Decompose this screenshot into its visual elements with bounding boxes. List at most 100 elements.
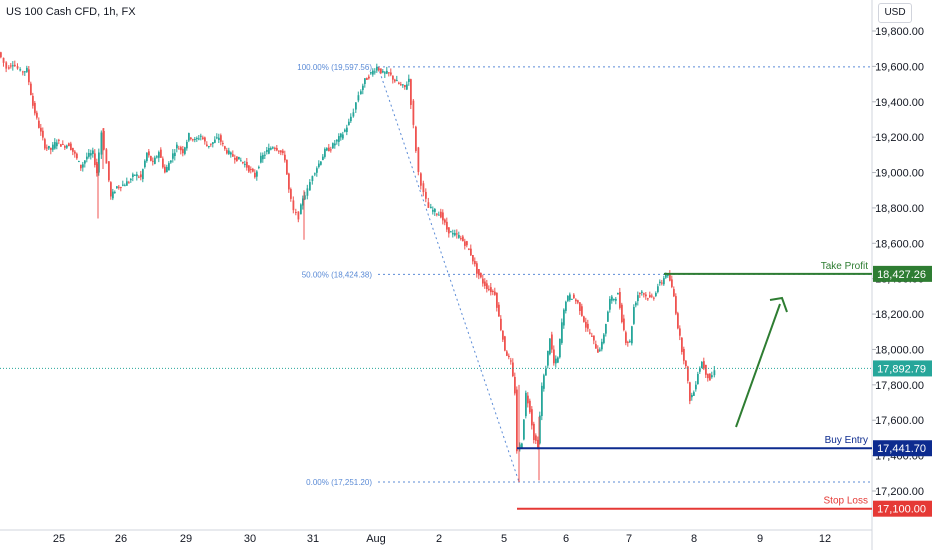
y-tick-label: 18,800.00 (875, 203, 924, 215)
candle-body (430, 206, 432, 209)
level-price-label: 17,441.70 (877, 443, 926, 455)
candle-body (268, 148, 270, 154)
level-price-label: 18,427.26 (877, 269, 926, 281)
candle-body (579, 302, 581, 311)
candle-body (272, 147, 274, 149)
candle-body (460, 238, 462, 240)
candle-body (86, 156, 88, 160)
candle-body (492, 290, 494, 292)
candle-body (76, 153, 78, 159)
candle-body (454, 233, 456, 236)
level-label-stop-loss: Stop Loss (824, 496, 868, 507)
candle-body (206, 144, 208, 147)
candle-body (304, 195, 306, 200)
candle-body (539, 415, 541, 444)
candle-body (228, 150, 230, 154)
candle-body (400, 84, 402, 86)
candle-body (673, 289, 675, 297)
candle-body (456, 233, 458, 235)
candle-body (398, 82, 400, 84)
candle-body (66, 145, 68, 148)
candle-body (144, 160, 146, 168)
candle-body (118, 186, 120, 188)
candle-body (168, 163, 170, 171)
candle-body (597, 349, 599, 353)
candle-body (348, 121, 350, 126)
candle-body (639, 292, 641, 294)
candle-body (318, 163, 320, 167)
candle-body (396, 80, 398, 82)
candle-body (500, 318, 502, 330)
y-tick-label: 19,200.00 (875, 132, 924, 144)
candle-body (687, 366, 689, 381)
candle-body (605, 324, 607, 334)
candle-body (464, 241, 466, 246)
candle-body (661, 282, 663, 284)
candle-body (711, 375, 713, 378)
time-axis[interactable]: 25 26 29 30 31 Aug 2 5 6 7 8 9 12 (0, 529, 872, 545)
candle-body (529, 400, 531, 413)
candle-body (669, 274, 671, 281)
fib-level-label: 100.00% (19,597.56) (297, 63, 372, 72)
candle-body (663, 278, 665, 285)
candle-body (212, 142, 214, 144)
candle-body (476, 263, 478, 274)
candle-body (280, 150, 282, 153)
candle-body (593, 335, 595, 341)
candle-body (56, 142, 58, 147)
candle-body (164, 166, 166, 173)
candle-body (406, 84, 408, 90)
candle-body (186, 141, 188, 149)
fib-retracement[interactable]: 100.00% (19,597.56) 50.00% (18,424.38) 0.0… (297, 63, 872, 487)
y-tick-label: 17,200.00 (875, 486, 924, 498)
candle-body (508, 355, 510, 358)
candle-body (370, 72, 372, 74)
currency-selector[interactable]: USD (878, 3, 912, 23)
candle-body (342, 134, 344, 139)
candle-body (372, 70, 374, 75)
candle-body (659, 281, 661, 284)
candle-body (236, 156, 238, 161)
fib-level-label: 0.00% (17,251.20) (306, 478, 372, 487)
candle-body (326, 148, 328, 151)
x-tick-label: 25 (53, 533, 65, 545)
x-tick-label: 8 (691, 533, 697, 545)
candle-body (519, 444, 521, 450)
candle-body (194, 139, 196, 141)
candle-body (378, 68, 380, 71)
candle-body (613, 298, 615, 300)
candle-body (533, 423, 535, 441)
candle-body (300, 204, 302, 215)
level-price-tag (873, 440, 932, 457)
candle-body (124, 185, 126, 187)
candle-body (645, 294, 647, 297)
candle-body (116, 186, 118, 189)
candle-body (549, 338, 551, 355)
y-tick-label: 19,000.00 (875, 168, 924, 180)
candle-body (667, 274, 669, 276)
candle-body (320, 161, 322, 165)
chart-title: US 100 Cash CFD, 1h, FX (6, 6, 136, 18)
candle-body (16, 66, 19, 69)
candle-body (436, 213, 438, 215)
candle-body (448, 227, 450, 234)
candle-body (80, 164, 82, 169)
candle-body (146, 152, 148, 162)
candle-body (573, 294, 575, 299)
candle-body (62, 144, 64, 146)
candle-body (444, 219, 446, 223)
candle-body (154, 157, 156, 164)
candle-body (311, 176, 314, 182)
trade-levels[interactable]: Take Profit 18,427.26 Buy Entry 17,441.70 St… (0, 261, 932, 517)
candle-body (699, 368, 701, 372)
candle-body (256, 171, 258, 177)
candle-body (458, 234, 460, 238)
current-price-tag (873, 360, 932, 377)
candle-body (108, 161, 110, 181)
candle-body (468, 248, 470, 250)
candle-body (474, 261, 476, 265)
candle-body (90, 153, 92, 156)
projection-arrow[interactable] (735, 296, 788, 428)
candle-body (707, 373, 709, 379)
